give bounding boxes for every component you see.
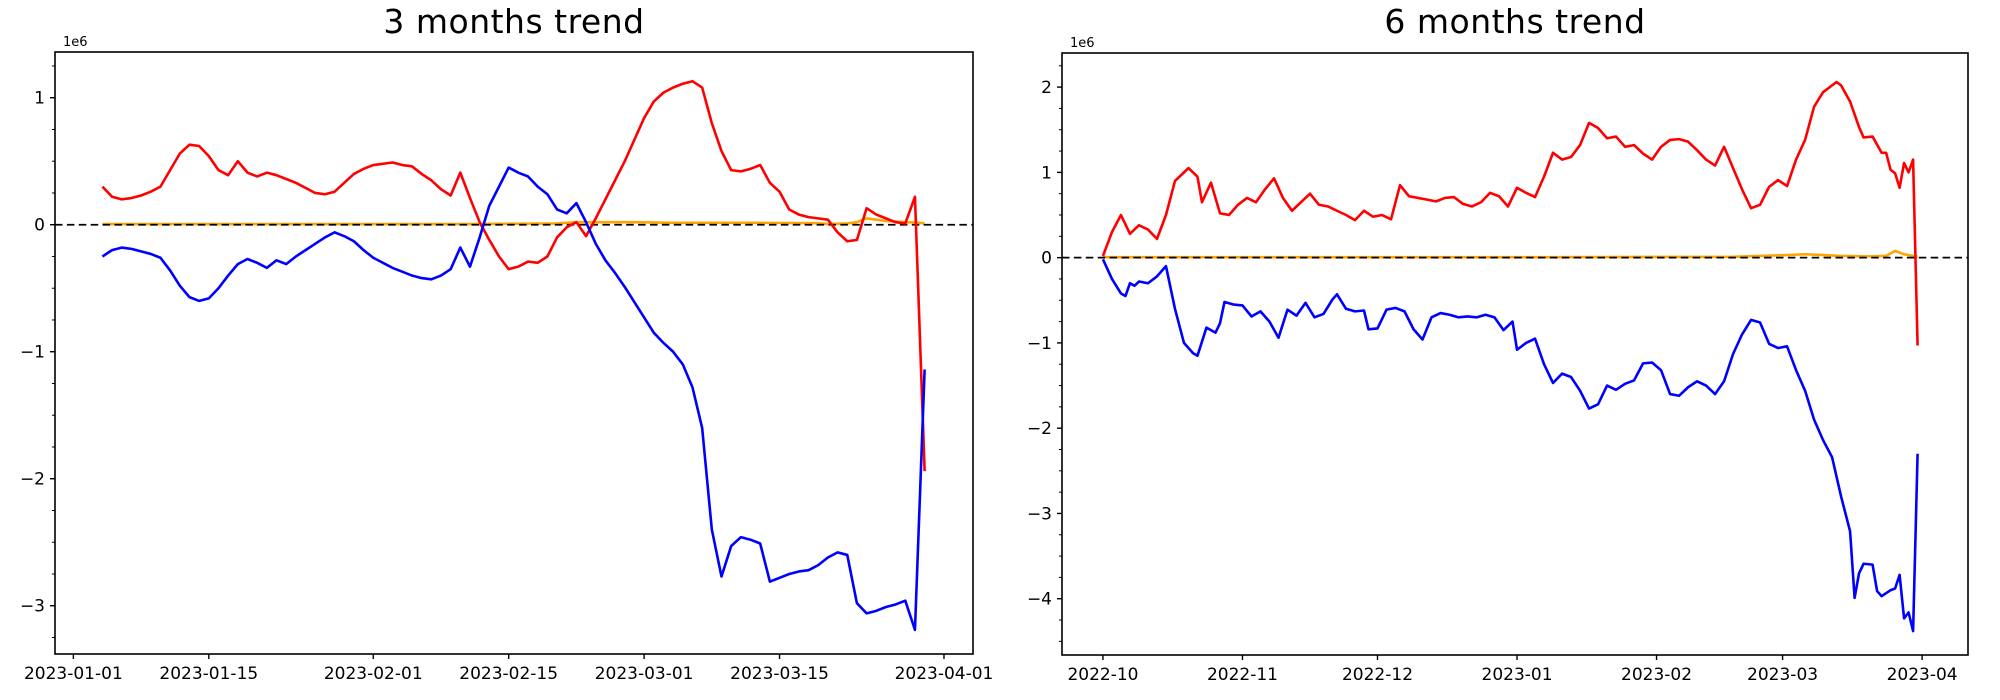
y-tick-label: 2 — [1041, 78, 1052, 98]
y-axis-offset-label: 1e6 — [1070, 36, 1095, 51]
y-tick-label: 1 — [1041, 163, 1052, 183]
y-axis-offset-label: 1e6 — [63, 35, 88, 50]
y-axis-minor-ticks — [1059, 65, 1062, 642]
axes-spines — [54, 51, 974, 655]
x-tick-label: 2023-03-01 — [595, 664, 694, 684]
series-orange-line — [1102, 249, 1918, 259]
x-tick-label: 2023-02-01 — [324, 664, 423, 684]
plot-lines — [1062, 80, 1968, 633]
y-tick-label: 0 — [1041, 249, 1052, 269]
x-tick-label: 2023-03-15 — [730, 664, 829, 684]
y-axis-minor-ticks — [52, 65, 55, 638]
series-red-line — [1101, 80, 1919, 346]
x-tick-label: 2022-10 — [1067, 665, 1138, 685]
y-tick-label: 0 — [34, 216, 45, 236]
x-tick-label: 2023-04-01 — [895, 664, 994, 684]
series-red-line — [101, 79, 926, 472]
axes-spines — [1061, 52, 1969, 656]
y-axis-ticks: 2 1 0 −1 −2 −3 −4 — [1027, 78, 1062, 610]
series-blue-line — [1101, 258, 1919, 633]
y-axis-ticks: 1 0 −1 −2 −3 — [20, 89, 55, 617]
chart-title-3-months: 3 months trend — [383, 2, 645, 41]
x-tick-label: 2023-04 — [1887, 665, 1958, 685]
y-tick-label: −4 — [1027, 590, 1052, 610]
x-tick-label: 2023-02 — [1621, 665, 1692, 685]
series-blue-line — [101, 166, 926, 632]
x-tick-label: 2023-01 — [1482, 665, 1553, 685]
x-tick-label: 2023-01-15 — [159, 664, 258, 684]
x-tick-label: 2023-02-15 — [459, 664, 558, 684]
x-tick-label: 2023-03 — [1747, 665, 1818, 685]
x-tick-label: 2023-01-01 — [24, 664, 123, 684]
x-tick-label: 2022-12 — [1342, 665, 1413, 685]
x-axis-ticks: 2022-10 2022-11 2022-12 2023-01 2023-02 2023-… — [1067, 655, 1958, 685]
y-tick-label: 1 — [34, 89, 45, 109]
y-tick-label: −3 — [20, 597, 45, 617]
chart-title-6-months: 6 months trend — [1384, 2, 1646, 41]
x-axis-ticks: 2023-01-01 2023-01-15 2023-02-01 2023-02-15… — [24, 654, 993, 684]
x-tick-label: 2022-11 — [1207, 665, 1278, 685]
series-orange-line — [102, 217, 925, 226]
y-tick-label: −3 — [1027, 504, 1052, 524]
y-tick-label: −2 — [1027, 419, 1052, 439]
y-tick-label: −2 — [20, 470, 45, 490]
plot-lines — [55, 79, 973, 632]
y-tick-label: −1 — [20, 343, 45, 363]
y-tick-label: −1 — [1027, 334, 1052, 354]
